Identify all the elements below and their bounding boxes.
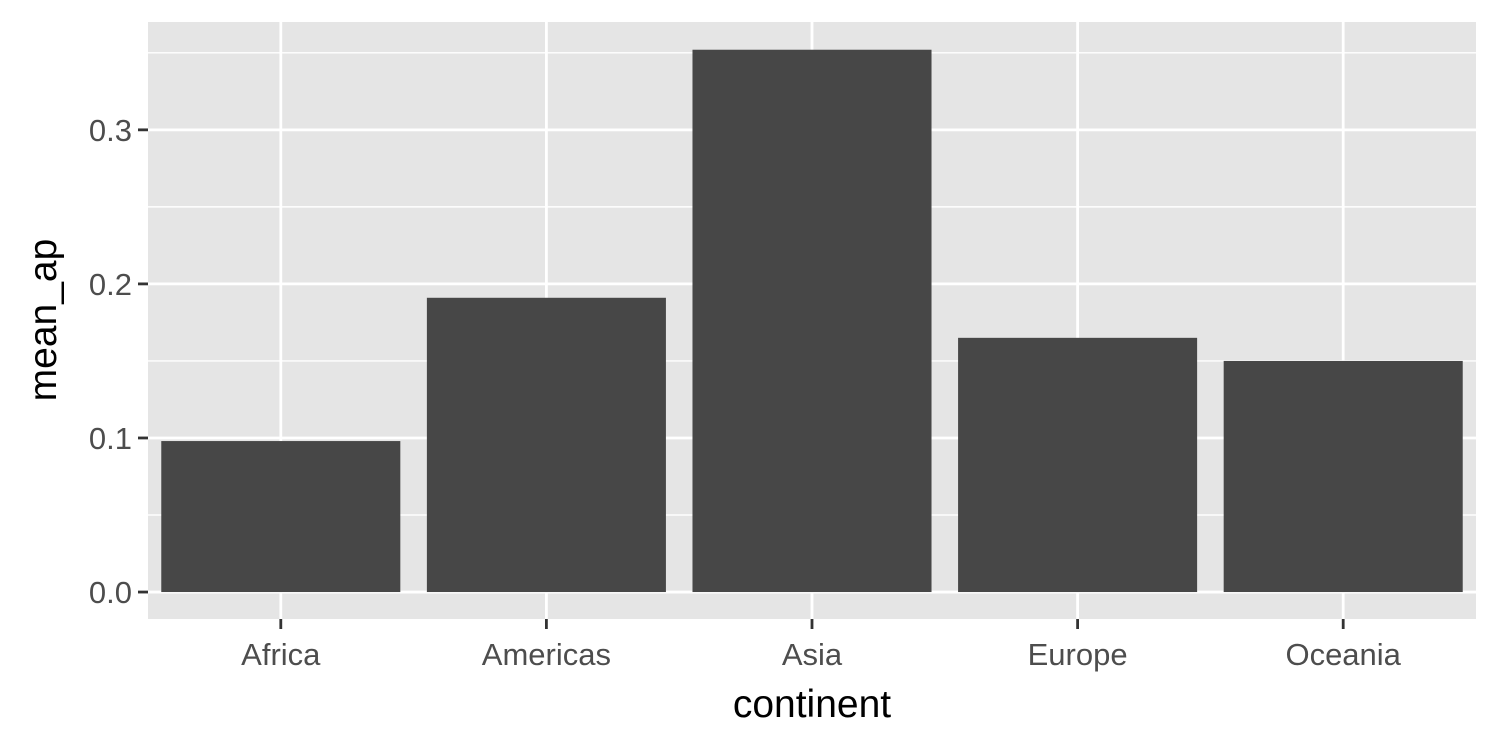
bar-americas — [426, 297, 666, 593]
bar-africa — [161, 441, 401, 593]
y-tick-label: 0.2 — [89, 267, 132, 302]
y-tick-label: 0.1 — [89, 421, 132, 456]
x-tick-label: Africa — [241, 637, 321, 672]
x-tick-label: Oceania — [1285, 637, 1401, 672]
x-tick-label: Americas — [482, 637, 611, 672]
bar-oceania — [1223, 360, 1463, 593]
y-axis: 0.0 0.1 0.2 0.3 — [89, 113, 148, 610]
y-tick-label: 0.3 — [89, 113, 132, 148]
bar-asia — [692, 49, 932, 593]
x-tick-label: Europe — [1028, 637, 1128, 672]
bar-europe — [958, 337, 1198, 593]
x-axis-title: continent — [733, 683, 891, 726]
bars — [161, 49, 1463, 593]
x-tick-label: Asia — [782, 637, 843, 672]
y-tick-label: 0.0 — [89, 575, 132, 610]
y-axis-title: mean_ap — [22, 239, 65, 402]
x-axis: Africa Americas Asia Europe Oceania — [241, 619, 1402, 672]
